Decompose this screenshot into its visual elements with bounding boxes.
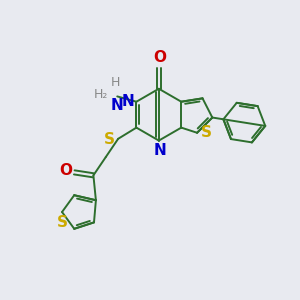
Text: H₂: H₂ — [94, 88, 108, 101]
Text: N: N — [121, 94, 134, 109]
Text: O: O — [59, 164, 72, 178]
Text: N: N — [154, 143, 167, 158]
Text: S: S — [201, 125, 212, 140]
Text: O: O — [153, 50, 166, 65]
Text: H: H — [111, 76, 121, 89]
Text: S: S — [56, 215, 68, 230]
Text: S: S — [104, 132, 115, 147]
Text: N: N — [110, 98, 123, 113]
